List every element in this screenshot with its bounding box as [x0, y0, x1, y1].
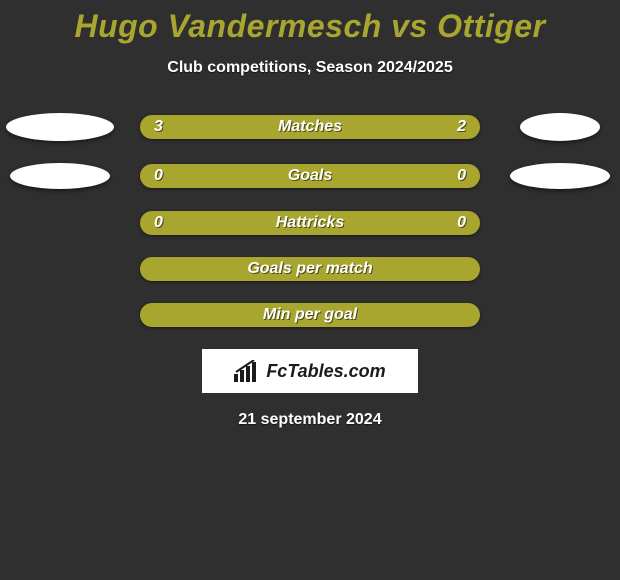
footer-date: 21 september 2024	[0, 411, 620, 429]
value-a: 0	[154, 167, 163, 185]
metric-label: Hattricks	[276, 214, 344, 232]
metric-label: Goals	[288, 167, 332, 185]
page-title: Hugo Vandermesch vs Ottiger	[0, 0, 620, 45]
value-a: 0	[154, 214, 163, 232]
stats-container: 3 Matches 2 0 Goals 0 0 Hattricks 0 Goals per mat…	[0, 113, 620, 327]
vs-separator: vs	[391, 8, 428, 44]
stat-row: 0 Goals 0	[0, 163, 620, 189]
value-b: 0	[457, 167, 466, 185]
value-b: 2	[457, 118, 466, 136]
player-a-ellipse	[6, 113, 114, 141]
stat-row: 0 Hattricks 0	[0, 211, 620, 235]
metric-label: Matches	[278, 118, 342, 136]
player-a-ellipse	[10, 163, 110, 189]
ellipse-slot-left	[0, 163, 120, 189]
stat-row: Goals per match	[0, 257, 620, 281]
metric-label: Goals per match	[247, 260, 372, 278]
player-b-ellipse	[510, 163, 610, 189]
player-b-ellipse	[520, 113, 600, 141]
metric-bar: Goals per match	[140, 257, 480, 281]
metric-bar: 0 Goals 0	[140, 164, 480, 188]
stat-row: Min per goal	[0, 303, 620, 327]
brand-text: FcTables.com	[266, 361, 385, 382]
ellipse-slot-right	[500, 113, 620, 141]
ellipse-slot-left	[0, 113, 120, 141]
player-b-name: Ottiger	[437, 8, 545, 44]
brand-chart-icon	[234, 360, 260, 382]
value-b: 0	[457, 214, 466, 232]
brand-box: FcTables.com	[202, 349, 418, 393]
stat-row: 3 Matches 2	[0, 113, 620, 141]
metric-bar: Min per goal	[140, 303, 480, 327]
metric-label: Min per goal	[263, 306, 357, 324]
player-a-name: Hugo Vandermesch	[74, 8, 381, 44]
metric-bar: 3 Matches 2	[140, 115, 480, 139]
page-root: Hugo Vandermesch vs Ottiger Club competi…	[0, 0, 620, 580]
ellipse-slot-right	[500, 163, 620, 189]
metric-bar: 0 Hattricks 0	[140, 211, 480, 235]
subtitle: Club competitions, Season 2024/2025	[0, 59, 620, 77]
value-a: 3	[154, 118, 163, 136]
